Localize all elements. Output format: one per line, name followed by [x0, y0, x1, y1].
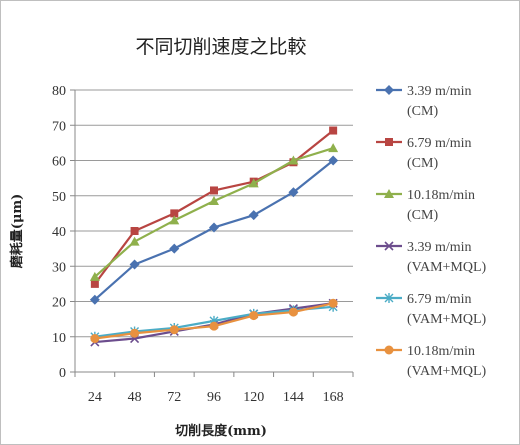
square-marker [210, 186, 218, 195]
x-tick-label-48: 48 [128, 390, 142, 405]
diamond-marker [248, 210, 259, 221]
legend-label-line: 10.18m/min [407, 188, 475, 203]
diamond-marker [209, 222, 219, 233]
circle-marker [288, 307, 298, 317]
x-tick-label-24: 24 [88, 390, 102, 405]
legend-label-line: (CM) [407, 156, 438, 171]
circle-marker [249, 311, 259, 321]
x-tick-label-96: 96 [207, 390, 221, 405]
star-marker [384, 293, 394, 303]
y-tick-label-70: 70 [52, 119, 66, 134]
legend-item-3: 10.18m/min (CM) [376, 188, 475, 223]
square-marker [130, 227, 139, 235]
y-tick-label-20: 20 [52, 296, 66, 311]
series-6 [90, 298, 338, 344]
chart-title: 不同切削速度之比較 [135, 36, 306, 58]
legend-item-1: 3.39 m/min (CM) [376, 84, 472, 119]
triangle-marker [248, 178, 259, 188]
circle-marker [328, 298, 338, 308]
legend-item-6: 10.18m/min (VAM+MQL) [376, 344, 487, 379]
diamond-marker [129, 259, 140, 270]
legend: 3.39 m/min (CM) 6.79 m/min (CM) 10.18m/min (C… [376, 84, 487, 379]
y-tick-label-80: 80 [52, 84, 66, 99]
triangle-marker [89, 271, 100, 281]
y-tick-label-50: 50 [52, 190, 66, 205]
circle-marker [384, 345, 394, 355]
x-tick-label-168: 168 [323, 390, 344, 405]
legend-label-line: 3.39 m/min [407, 84, 472, 99]
y-tick-label-40: 40 [52, 225, 66, 240]
legend-label-line: 6.79 m/min [407, 136, 472, 151]
triangle-marker [209, 196, 219, 206]
legend-item-2: 6.79 m/min (CM) [376, 136, 472, 171]
circle-marker [130, 328, 140, 338]
x-tick-label-144: 144 [283, 390, 304, 405]
triangle-marker [129, 236, 140, 246]
y-axis-label: 磨耗量(μm) [9, 194, 25, 269]
triangle-marker [328, 143, 339, 153]
legend-label-line: (VAM+MQL) [407, 260, 487, 275]
axes: 0 10 20 30 40 50 60 70 80 24 48 72 96 120 144 168 [52, 84, 354, 405]
series-line [94, 147, 334, 278]
circle-marker [90, 334, 100, 344]
legend-label-line: (VAM+MQL) [407, 312, 487, 327]
legend-label-line: (CM) [407, 104, 438, 119]
diamond-marker [169, 243, 180, 254]
series-layer [89, 126, 339, 347]
x-axis-label: 切削長度(mm) [175, 423, 267, 439]
triangle-marker [169, 215, 180, 225]
circle-marker [209, 321, 219, 331]
triangle-marker [288, 155, 299, 165]
series-1 [89, 155, 339, 305]
legend-label-line: 3.39 m/min [407, 240, 472, 255]
gridlines [75, 89, 353, 338]
series-2 [90, 126, 338, 288]
y-tick-label-60: 60 [52, 155, 66, 170]
series-line [93, 129, 334, 285]
legend-label-line: 6.79 m/min [407, 292, 472, 307]
legend-label-line: 10.18m/min [407, 344, 475, 359]
legend-item-4: 3.39 m/min (VAM+MQL) [376, 240, 487, 275]
y-tick-label-30: 30 [52, 260, 66, 275]
y-tick-label-0: 0 [59, 366, 66, 381]
x-tick-label-72: 72 [167, 390, 181, 405]
diamond-marker [89, 294, 100, 305]
y-tick-label-10: 10 [52, 331, 66, 346]
legend-label-line: (VAM+MQL) [407, 364, 487, 379]
square-marker [90, 279, 99, 288]
square-marker [170, 209, 179, 218]
legend-item-5: 6.79 m/min (VAM+MQL) [376, 292, 487, 327]
square-marker [385, 138, 393, 146]
x-tick-label-120: 120 [243, 390, 264, 405]
diamond-marker [328, 155, 339, 166]
x-marker [384, 241, 394, 251]
legend-label-line: (CM) [407, 208, 438, 223]
triangle-marker [384, 189, 394, 198]
series-3 [89, 143, 339, 281]
circle-marker [169, 325, 179, 335]
diamond-marker [384, 85, 394, 95]
diamond-marker [288, 187, 299, 198]
square-marker [329, 126, 338, 135]
